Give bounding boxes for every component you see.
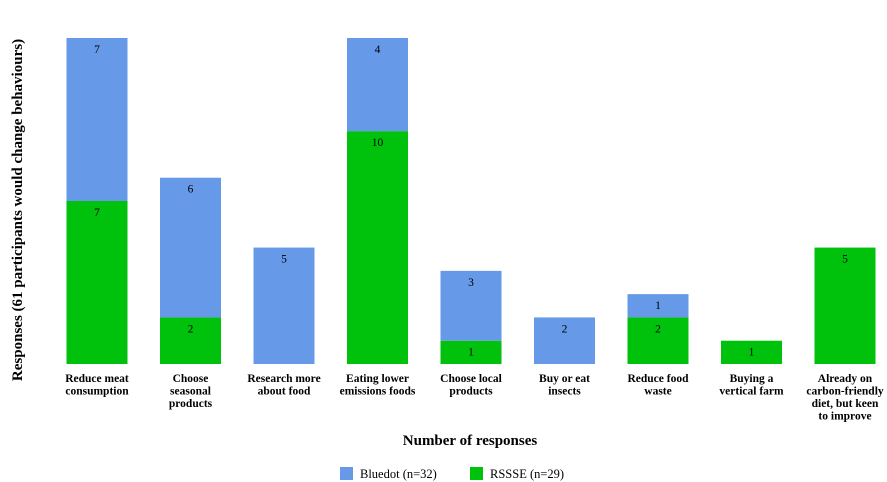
category-label: Already on carbon-friendly diet, but keen t… [806, 373, 884, 423]
category-label: Choose local products [440, 373, 502, 398]
bar-segment [66, 201, 128, 364]
category-label: Buying a vertical farm [719, 373, 784, 398]
data-label: 3 [468, 277, 474, 289]
category-label: Reduce meat consumption [65, 373, 129, 398]
y-axis-title: Responses (61 participants would change … [10, 39, 26, 381]
data-label: 2 [655, 323, 661, 335]
legend-swatch [340, 467, 353, 480]
data-label: 1 [655, 300, 661, 312]
category-label: Research more about food [247, 373, 320, 398]
legend-swatch [470, 467, 483, 480]
bar-segment [160, 317, 221, 364]
bar-segment [440, 270, 502, 341]
legend-label: Bluedot (n=32) [360, 467, 437, 481]
bar-segment [347, 131, 408, 364]
data-label: 5 [842, 254, 848, 266]
bar-segment [627, 294, 689, 318]
bar-segment [534, 317, 595, 364]
bar-segment [440, 340, 502, 364]
data-label: 1 [749, 347, 755, 359]
bars-group: 7 7 2 6 5 10 4 1 3 2 2 1 1 5 [66, 38, 876, 364]
data-label: 6 [188, 184, 194, 196]
bar-segment [814, 247, 876, 364]
category-label: Choose seasonal products [169, 373, 213, 410]
data-label: 7 [94, 44, 100, 56]
bar-segment [160, 177, 221, 318]
bar-segment [627, 317, 689, 364]
data-label: 2 [188, 323, 194, 335]
data-label: 2 [562, 323, 568, 335]
data-label: 4 [375, 44, 381, 56]
category-label: Reduce food waste [627, 373, 689, 398]
data-label: 7 [94, 207, 100, 219]
category-labels: Reduce meat consumption Choose seasonal prod… [65, 373, 884, 423]
bar-segment [721, 340, 782, 364]
legend: Bluedot (n=32) RSSSE (n=29) [340, 467, 564, 481]
data-label: 1 [468, 347, 474, 359]
data-label: 5 [281, 254, 287, 266]
bar-segment [253, 247, 315, 364]
bar-segment [66, 38, 128, 201]
category-label: Buy or eat insects [539, 373, 590, 398]
x-axis-title: Number of responses [403, 433, 538, 449]
data-label: 10 [372, 137, 384, 149]
legend-label: RSSSE (n=29) [490, 467, 564, 481]
category-label: Eating lower emissions foods [340, 373, 416, 398]
bar-segment [347, 38, 408, 132]
